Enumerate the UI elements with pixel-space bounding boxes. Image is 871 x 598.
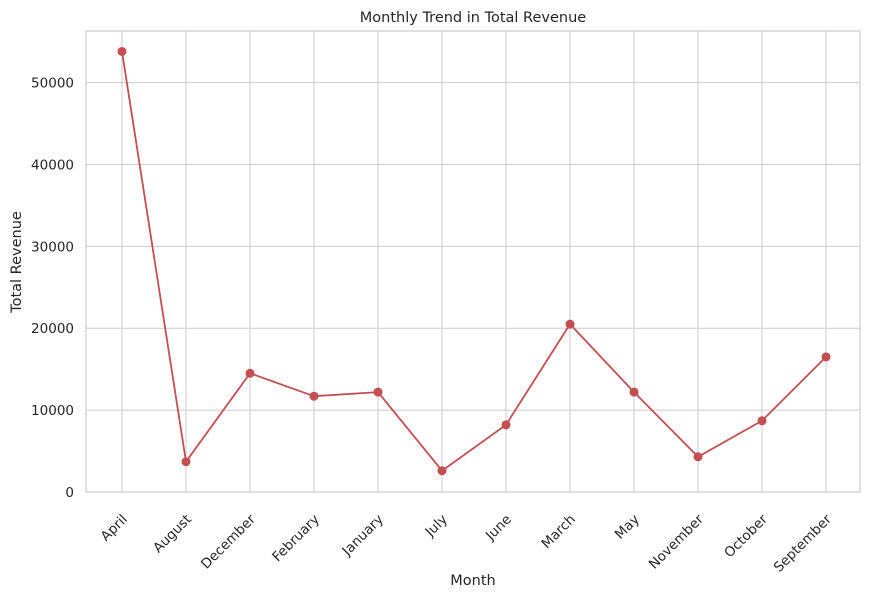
x-tick-label: February — [269, 512, 323, 566]
series-line — [121, 51, 827, 472]
plot-frame — [85, 30, 861, 493]
x-tick-labels: April August December February January July Ju… — [98, 511, 835, 575]
x-tick-label: March — [538, 512, 578, 552]
data-point — [693, 452, 703, 462]
y-tick-label: 20000 — [31, 321, 74, 337]
data-point — [373, 387, 383, 397]
y-tick-label: 10000 — [31, 403, 74, 419]
data-point — [501, 420, 511, 430]
x-tick-label: December — [198, 511, 259, 572]
data-point — [309, 391, 319, 401]
data-point — [437, 466, 447, 476]
x-tick-label: November — [646, 511, 707, 572]
x-axis-label: Month — [450, 573, 495, 589]
y-tick-label: 40000 — [31, 157, 74, 173]
y-tick-label: 0 — [65, 485, 74, 501]
x-tick-label: January — [339, 512, 387, 560]
data-point — [821, 352, 831, 362]
x-tick-label: April — [98, 512, 131, 545]
y-tick-labels: 0 10000 20000 30000 40000 50000 — [31, 76, 74, 501]
data-point — [629, 387, 639, 397]
x-tick-label: June — [482, 512, 515, 545]
x-tick-label: September — [771, 511, 835, 575]
x-tick-label: July — [422, 512, 451, 541]
grid-lines — [86, 31, 860, 493]
y-tick-label: 50000 — [31, 76, 74, 92]
data-point — [565, 319, 575, 329]
x-tick-label: October — [721, 511, 771, 561]
x-tick-label: August — [150, 512, 195, 557]
data-point — [117, 46, 127, 56]
data-point — [757, 416, 767, 426]
y-axis-label: Total Revenue — [9, 211, 25, 314]
x-tick-label: May — [612, 512, 643, 543]
chart-title: Monthly Trend in Total Revenue — [360, 10, 586, 26]
data-point — [181, 457, 191, 467]
series-revenue — [117, 46, 831, 476]
y-tick-label: 30000 — [31, 239, 74, 255]
data-point — [245, 368, 255, 378]
